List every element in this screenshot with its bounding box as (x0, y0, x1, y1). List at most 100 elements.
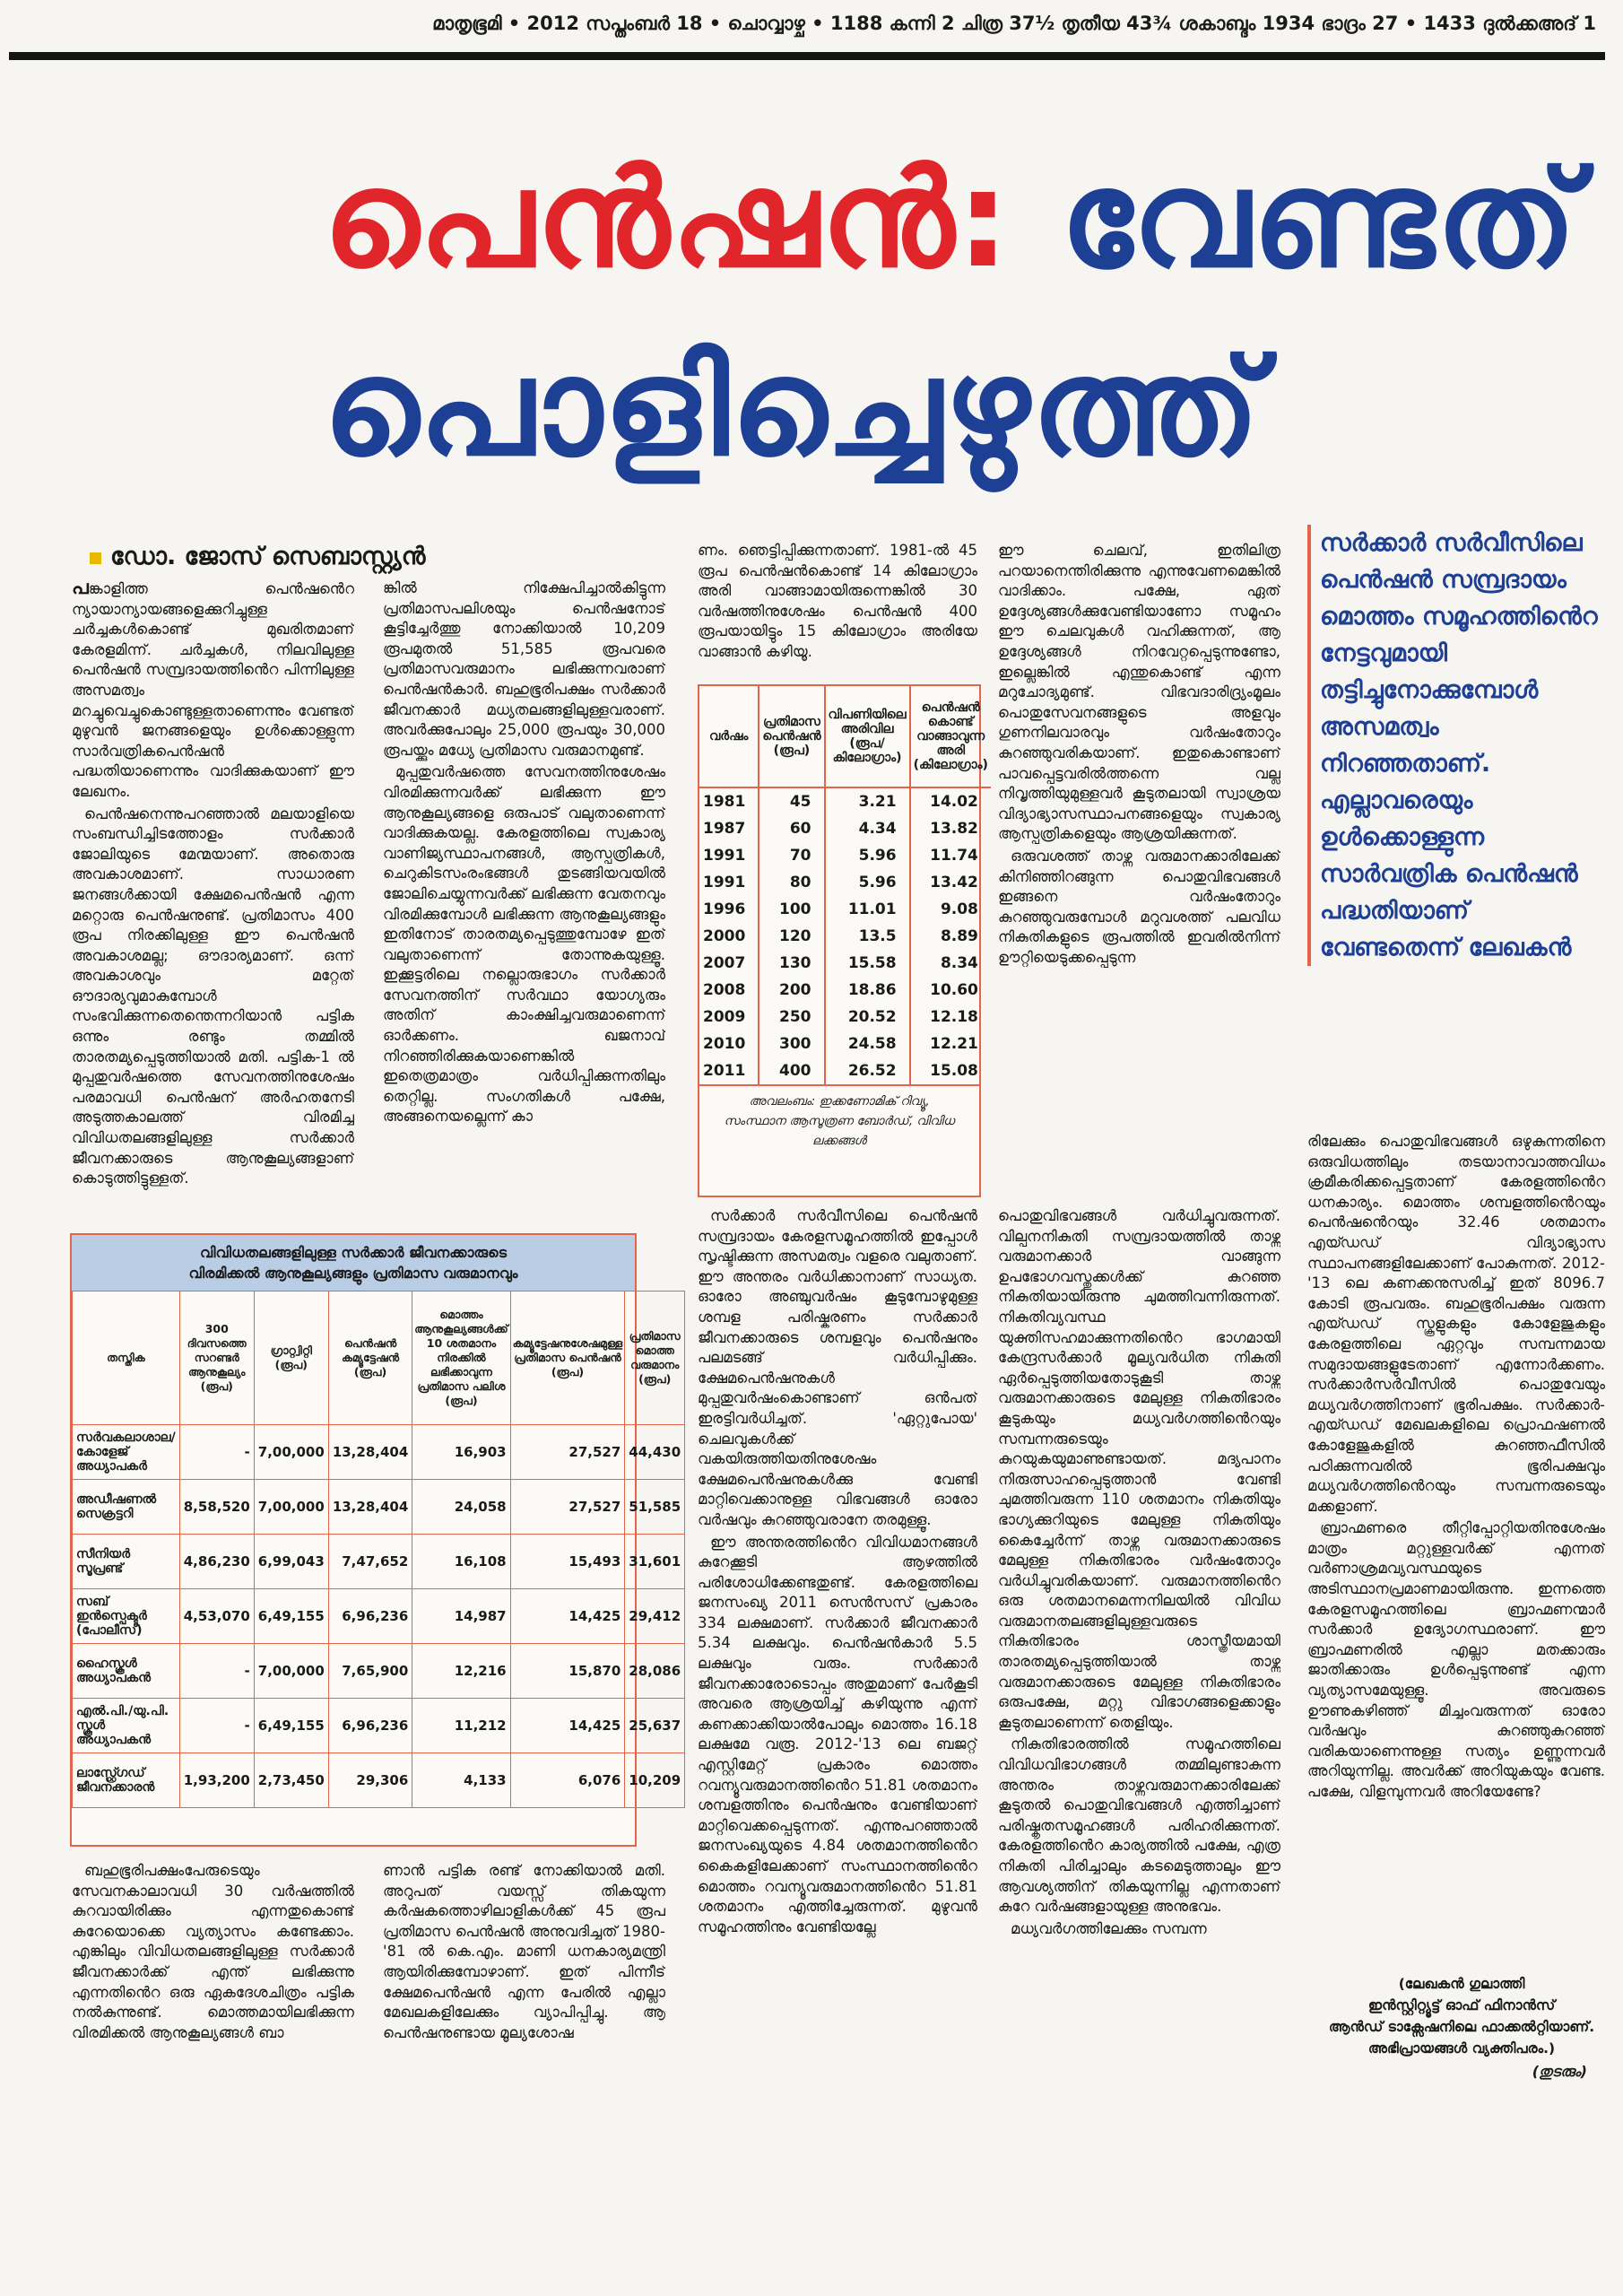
table-cell: 28,086 (624, 1643, 686, 1699)
drop-cap: പ (72, 578, 89, 599)
column-header: വിപണിയിലെ അരിവില (രൂപ/ കിലോഗ്രാം) (824, 686, 911, 788)
table-cell: 14,425 (509, 1698, 626, 1753)
table-row: 2008 200 18.86 10.60 (699, 977, 991, 1004)
table-cell: 29,412 (624, 1588, 686, 1644)
table-cell: സീനിയർ സൂപ്രണ്ട് (72, 1534, 180, 1589)
headline-line-1: പെൻഷൻ: വേണ്ടത് (323, 152, 1578, 287)
headline-red: പെൻഷൻ: (323, 142, 1012, 298)
table-row: 2000 120 13.5 8.89 (699, 923, 991, 950)
paragraph: ഈ അന്തരത്തിൻെറ വിവിധമാനങ്ങൾ കുറേക്കൂടി ആ… (698, 1533, 977, 1935)
table-cell: 45 (759, 787, 826, 815)
column-1-top: പങ്കാളിത്ത പെൻഷൻെറ ന്യായാന്യായങ്ങളെക്കുറ… (72, 578, 354, 1202)
rice-pension-table: വർഷം പ്രതിമാസ പെൻഷൻ (രൂപ) വിപണിയിലെ അരിവില… (698, 684, 991, 1197)
column-header: കമ്യൂട്ടേഷനുശേഷമുള്ള പ്രതിമാസ പെൻഷൻ (രൂപ… (509, 1291, 626, 1425)
table-header-row: തസ്തിക 300 ദിവസത്തെ സറണ്ടർ ആനുകൂല്യം (രൂപ… (72, 1291, 686, 1425)
table-cell: 44,430 (624, 1424, 686, 1480)
column-header: 300 ദിവസത്തെ സറണ്ടർ ആനുകൂല്യം (രൂപ) (178, 1291, 255, 1425)
author-note-line: അഭിപ്രായങ്ങൾ വ്യക്തിപരം.) (1367, 2040, 1556, 2057)
table-cell: 7,00,000 (253, 1424, 329, 1480)
table-source: അവലംബം: ഇക്കണോമിക് റിവ്യൂ, സംസ്ഥാന ആസൂത്… (699, 1084, 979, 1156)
author-note-line: ആൻഡ് ടാക്സേഷനിലെ ഫാക്കൽറ്റിയാണ്. (1328, 2019, 1595, 2035)
table-row: 2009 250 20.52 12.18 (699, 1004, 991, 1031)
paragraph: പങ്കാളിത്ത പെൻഷൻെറ ന്യായാന്യായങ്ങളെക്കുറ… (72, 578, 354, 803)
column-header: പ്രതിമാസ പെൻഷൻ (രൂപ) (759, 686, 826, 788)
table-cell: 1991 (699, 842, 760, 869)
table-row: 2011 400 26.52 15.08 (699, 1057, 991, 1084)
table-cell: 8.34 (940, 954, 978, 972)
table-cell: 2010 (699, 1031, 760, 1057)
table-cell: 200 (759, 977, 826, 1004)
square-bullet-icon (90, 552, 101, 564)
table-row: 1981 45 3.21 14.02 (699, 787, 991, 815)
column-header: ഗ്രാറ്റ്വിറ്റി (രൂപ) (253, 1291, 329, 1425)
table-row: ലാസ്റ്റ്ഗ്രേഡ് ജീവനക്കാരൻ 1,93,200 2,73,45… (72, 1752, 686, 1808)
table-row: 2007 130 15.58 8.34 (699, 950, 991, 977)
headline-blue: വേണ്ടത് (1060, 142, 1579, 298)
table-cell: 6,96,236 (327, 1588, 413, 1644)
title-line: വിരമിക്കൽ ആനുകൂല്യങ്ങളും പ്രതിമാസ വരുമാന… (188, 1265, 518, 1282)
table-cell: 2009 (699, 1004, 760, 1031)
paragraph: പെൻഷനെന്നുപറഞ്ഞാൽ മലയാളിയെ സംബന്ധിച്ചിടത… (72, 804, 354, 1187)
table-cell: 400 (759, 1057, 826, 1084)
pull-quote: സർക്കാർ സർവീസിലെ പെൻഷൻ സമ്പ്രദായം മൊത്തം… (1307, 525, 1616, 966)
column-4-top: ഈ ചെലവ്, ഇതിലിത്ര പറയാനെന്തിരിക്കുന്നു എ… (998, 541, 1280, 1200)
table-cell: 70 (759, 842, 826, 869)
table-cell: 6,076 (509, 1752, 626, 1808)
table-cell: 7,00,000 (253, 1479, 329, 1535)
table-cell: 4,86,230 (178, 1534, 255, 1589)
paragraph: മധ്യവർഗത്തിലേക്കും സമ്പന്ന (1011, 1919, 1207, 1937)
table-cell: 2008 (699, 977, 760, 1004)
author-note-line: (ലേഖകൻ ഗുലാത്തി (1398, 1976, 1525, 1992)
table-cell: 130 (759, 950, 826, 977)
column-header: പ്രതിമാസ മൊത്ത വരുമാനം (രൂപ) (624, 1291, 686, 1425)
author-note: (ലേഖകൻ ഗുലാത്തി ഇൻസ്റ്റിറ്റ്യൂട്ട് ഓഫ് ഫ… (1318, 1973, 1605, 2059)
table-cell: - (178, 1643, 255, 1699)
table-cell: 24.58 (824, 1031, 911, 1057)
table-cell: 250 (759, 1004, 826, 1031)
headline-line-2: പൊളിച്ചെഴുത്ത് (323, 330, 1262, 486)
masthead-rule (9, 52, 1605, 60)
table-cell: 4.34 (824, 815, 911, 842)
table-cell: 1981 (699, 787, 760, 815)
paragraph: പൊതുവിഭവങ്ങൾ വർധിച്ചുവരുന്നത്. വില്പനനിക… (998, 1207, 1280, 1731)
table-cell: 2,73,450 (253, 1752, 329, 1808)
table-cell: 2000 (699, 923, 760, 950)
table-cell: എൽ.പി./യു.പി. സ്കൂൾ അധ്യാപകൻ (72, 1698, 180, 1753)
table-cell: 1996 (699, 896, 760, 923)
table-cell: 26.52 (824, 1057, 911, 1084)
table-cell: 10.60 (930, 981, 978, 999)
table-row: 1987 60 4.34 13.82 (699, 815, 991, 842)
column-header: തസ്തിക (72, 1291, 180, 1425)
table-cell: 16,108 (412, 1534, 511, 1589)
paragraph: ഈ ചെലവ്, ഇതിലിത്ര പറയാനെന്തിരിക്കുന്നു എ… (998, 542, 1280, 843)
table-cell: 13.5 (824, 923, 911, 950)
table-cell: 4,53,070 (178, 1588, 255, 1644)
table-cell: 5.96 (824, 869, 911, 896)
table-cell: 15,493 (509, 1534, 626, 1589)
paragraph: ബ്രാഹ്മണരെ തീറ്റിപ്പോറ്റിയതിനുശേഷം മാത്ര… (1307, 1519, 1605, 1800)
table-cell: 31,601 (624, 1534, 686, 1589)
table-cell: 14,425 (509, 1588, 626, 1644)
paragraph: ണാൻ പട്ടിക രണ്ട് നോക്കിയാൽ മതി. അറുപത് വ… (383, 1862, 665, 2041)
column-header: മൊത്തം ആനുകൂല്യങ്ങൾക്ക് 10 ശതമാനം നിരക്ക… (412, 1291, 511, 1425)
table-cell: 60 (759, 815, 826, 842)
column-header: പെൻഷൻ കമ്യൂട്ടേഷൻ (രൂപ) (327, 1291, 413, 1425)
table-row: 1991 70 5.96 11.74 (699, 842, 991, 869)
table-row: എൽ.പി./യു.പി. സ്കൂൾ അധ്യാപകൻ -6,49,155 6,9… (72, 1698, 686, 1753)
table-cell: 4,133 (412, 1752, 511, 1808)
table-cell: 12.21 (930, 1035, 978, 1053)
column-4-bottom: പൊതുവിഭവങ്ങൾ വർധിച്ചുവരുന്നത്. വില്പനനിക… (998, 1206, 1280, 2090)
paragraph: ണം. ഞെട്ടിപ്പിക്കുന്നതാണ്. 1981-ൽ 45 രൂപ… (698, 542, 977, 660)
column-1-bottom: ബഹുഭൂരിപക്ഷംപേരുടെയും സേവനകാലാവധി 30 വർഷ… (72, 1861, 354, 2085)
table-cell: 11.01 (824, 896, 911, 923)
author-name: ഡോ. ജോസ് സെബാസ്റ്റ്യൻ (110, 543, 426, 570)
table-row: അഡീഷണൽ സെക്രട്ടറി 8,58,520 7,00,000 13,28,4… (72, 1479, 686, 1535)
table-cell: 20.52 (824, 1004, 911, 1031)
table-cell: 15,870 (509, 1643, 626, 1699)
table-cell: 13.82 (930, 820, 978, 838)
table-row: സീനിയർ സൂപ്രണ്ട് 4,86,230 6,99,043 7,47,652… (72, 1534, 686, 1589)
table-cell: 18.86 (824, 977, 911, 1004)
table-cell: 100 (759, 896, 826, 923)
table-cell: 80 (759, 869, 826, 896)
table-cell: 8,58,520 (178, 1479, 255, 1535)
